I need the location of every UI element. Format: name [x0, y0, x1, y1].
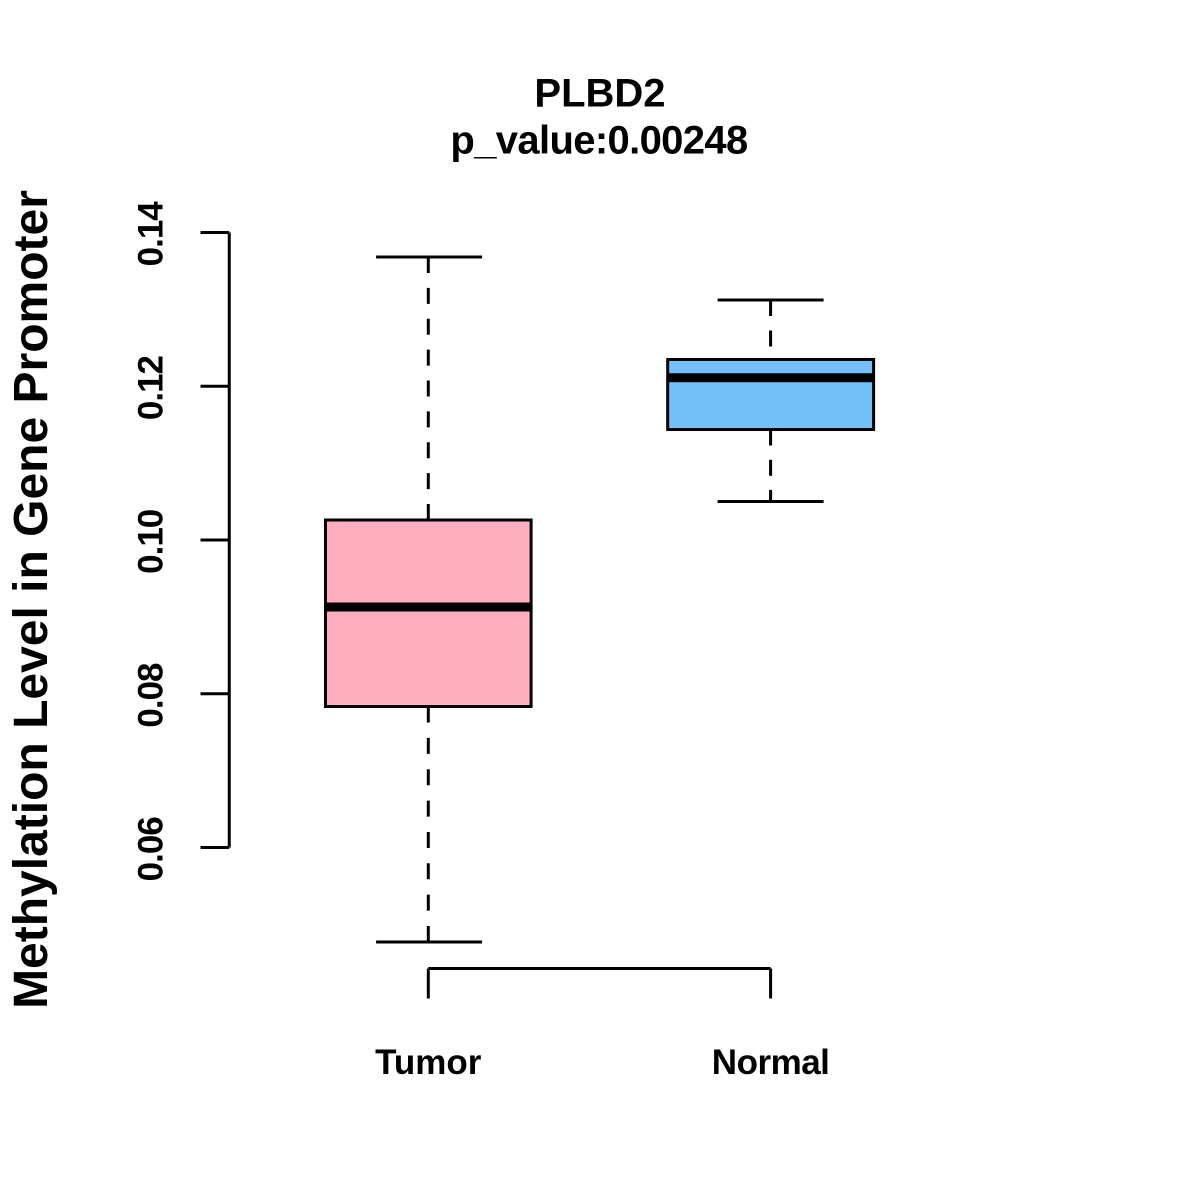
svg-text:PLBD2: PLBD2: [534, 72, 665, 116]
svg-text:0.12: 0.12: [132, 355, 171, 420]
svg-text:Tumor: Tumor: [375, 1043, 482, 1082]
svg-text:p_value:0.00248: p_value:0.00248: [450, 118, 748, 162]
svg-text:Methylation Level in Gene Prom: Methylation Level in Gene Promoter: [5, 190, 58, 1009]
svg-text:0.06: 0.06: [132, 817, 171, 882]
svg-text:0.14: 0.14: [132, 201, 171, 267]
svg-text:0.08: 0.08: [132, 663, 171, 728]
svg-text:0.10: 0.10: [132, 509, 171, 574]
svg-text:Normal: Normal: [712, 1043, 830, 1082]
